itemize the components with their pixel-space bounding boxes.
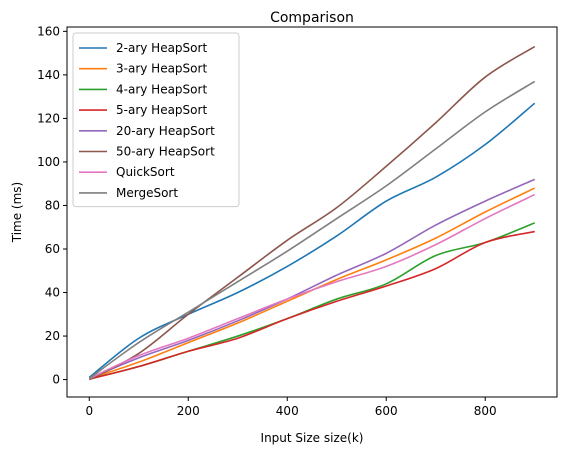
legend-box [72, 32, 240, 208]
series-line-50-ary-heapsort [88, 45, 536, 381]
y-tick-label: 160 [37, 24, 60, 38]
legend: 2-ary HeapSort 3-ary HeapSort 4-ary HeapSo… [72, 32, 240, 208]
series-line-quicksort [88, 193, 536, 380]
legend-label: 3-ary HeapSort [116, 62, 207, 76]
x-tick-label: 0 [85, 404, 93, 418]
y-tick-label: 60 [45, 242, 60, 256]
legend-label: 4-ary HeapSort [116, 82, 207, 96]
series-line-5-ary-heapsort [89, 230, 535, 380]
legend-label: 5-ary HeapSort [116, 103, 207, 117]
legend-label: MergeSort [116, 186, 178, 200]
series-line-mergesort [88, 80, 536, 380]
y-tick-label: 20 [45, 329, 60, 343]
plot-area-frame [66, 26, 558, 398]
y-tick-label: 0 [52, 373, 60, 387]
series-line-20-ary-heapsort [88, 178, 536, 380]
y-tick-label: 80 [45, 198, 60, 212]
series-line-2-ary-heapsort [88, 102, 536, 379]
x-axis-title: Input Size size(k) [261, 431, 364, 445]
legend-label: 50-ary HeapSort [116, 145, 215, 159]
legend-label: 2-ary HeapSort [116, 41, 207, 55]
legend-label: 20-ary HeapSort [116, 124, 215, 138]
y-tick-label: 100 [37, 155, 60, 169]
x-tick-label: 400 [276, 404, 299, 418]
y-tick-label: 120 [37, 111, 60, 125]
x-tick-label: 800 [474, 404, 497, 418]
y-axis-title: Time (ms) [10, 182, 24, 244]
y-tick-label: 140 [37, 68, 60, 82]
chart-title: Comparison [270, 10, 354, 26]
x-tick-label: 600 [375, 404, 398, 418]
legend-label: QuickSort [116, 165, 175, 179]
y-tick-label: 40 [45, 286, 60, 300]
x-tick-label: 200 [177, 404, 200, 418]
